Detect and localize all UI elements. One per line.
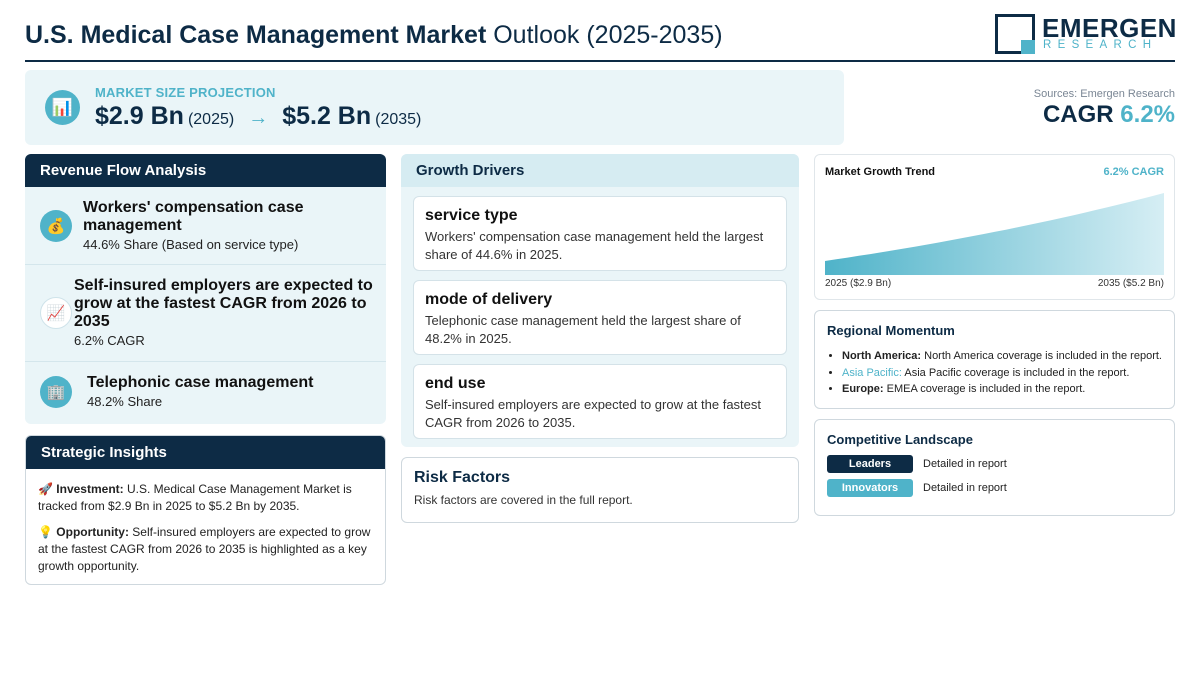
competitive-landscape-card: Competitive Landscape Leaders Detailed i… — [814, 419, 1175, 516]
trend-area-chart — [825, 193, 1164, 275]
revenue-item-sub: 44.6% Share (Based on service type) — [83, 237, 299, 252]
arrow-right-icon: → — [248, 107, 269, 129]
market-growth-trend-card: Market Growth Trend 6.2% CAGR 2025 ($2.9… — [814, 154, 1175, 300]
title-light: Outlook (2025-2035) — [493, 21, 723, 49]
growth-driver-item: end use Self-insured employers are expec… — [413, 364, 787, 439]
region-label: Europe: — [842, 383, 884, 395]
rocket-icon: 🚀 — [38, 482, 53, 496]
regional-momentum-card: Regional Momentum North America: North A… — [814, 310, 1175, 409]
investment-text: U.S. Medical Case Management Market is t… — [38, 482, 352, 513]
title-bold: U.S. Medical Case Management Market — [25, 21, 487, 49]
strategic-insights-card: Strategic Insights 🚀 Investment: U.S. Me… — [25, 435, 386, 585]
market-size-projection: 📊 MARKET SIZE PROJECTION $2.9 Bn (2025) → $… — [25, 70, 844, 145]
investment-label: Investment: — [56, 482, 124, 496]
driver-title: end use — [425, 375, 486, 392]
region-text: Asia Pacific coverage is included in the… — [904, 366, 1130, 379]
region-item: North America: North America coverage is… — [842, 348, 1162, 365]
opportunity-label: Opportunity: — [56, 525, 129, 539]
region-text: North America coverage is included in th… — [924, 350, 1162, 362]
revenue-flow-card: Revenue Flow Analysis 💰 Workers' compens… — [25, 154, 386, 424]
projection-values: $2.9 Bn (2025) → $5.2 Bn (2035) — [95, 102, 421, 131]
investment-insight: 🚀 Investment: U.S. Medical Case Manageme… — [38, 481, 373, 515]
risk-factors-title: Risk Factors — [414, 469, 511, 486]
revenue-item: 📈 Self-insured employers are expected to… — [25, 265, 386, 362]
region-text: EMEA coverage is included in the report. — [886, 383, 1086, 395]
revenue-item: 🏢 Telephonic case management 48.2% Share — [25, 362, 386, 424]
leaders-badge: Leaders — [827, 455, 913, 473]
driver-text: Self-insured employers are expected to g… — [425, 397, 762, 430]
driver-title: mode of delivery — [425, 291, 553, 308]
light-bulb-icon: 💡 — [38, 525, 53, 539]
page-header: U.S. Medical Case Management Market Outl… — [25, 12, 1176, 62]
cagr-value: 6.2% — [1120, 101, 1175, 128]
revenue-item-title: Workers' compensation case management — [83, 199, 304, 234]
regional-momentum-title: Regional Momentum — [827, 323, 955, 338]
revenue-flow-title: Revenue Flow Analysis — [25, 154, 386, 187]
innovators-badge: Innovators — [827, 479, 913, 497]
competitive-landscape-title: Competitive Landscape — [827, 432, 973, 447]
projection-start-year: (2025) — [187, 111, 235, 128]
revenue-item-title: Self-insured employers are expected to g… — [74, 277, 373, 330]
logo-main-text: EMERGEN — [1042, 13, 1177, 43]
trend-start-label: 2025 ($2.9 Bn) — [825, 278, 892, 289]
strategic-insights-title: Strategic Insights — [26, 436, 385, 469]
region-label: Asia Pacific: — [842, 366, 902, 379]
trend-cagr: 6.2% CAGR — [1103, 166, 1164, 178]
strategic-insights-body: 🚀 Investment: U.S. Medical Case Manageme… — [26, 469, 385, 575]
cagr-headline: CAGR 6.2% — [1043, 101, 1175, 129]
competitive-row: Innovators Detailed in report — [827, 479, 1007, 497]
page-title: U.S. Medical Case Management Market Outl… — [25, 21, 723, 50]
logo-sub-text: RESEARCH — [1043, 39, 1158, 51]
growth-driver-item: service type Workers' compensation case … — [413, 196, 787, 271]
revenue-item-sub: 48.2% Share — [87, 394, 163, 409]
trend-area-series — [825, 193, 1164, 275]
logo-mark-icon — [995, 14, 1035, 54]
opportunity-insight: 💡 Opportunity: Self-insured employers ar… — [38, 524, 373, 575]
opportunity-text: Self-insured employers are expected to g… — [38, 525, 371, 573]
revenue-item: 💰 Workers' compensation case management … — [25, 187, 386, 265]
trend-end-label: 2035 ($5.2 Bn) — [1097, 278, 1164, 289]
risk-factors-card: Risk Factors Risk factors are covered in… — [401, 457, 799, 523]
growth-drivers-title: Growth Drivers — [401, 154, 799, 187]
growth-driver-item: mode of delivery Telephonic case managem… — [413, 280, 787, 355]
trend-title: Market Growth Trend — [825, 166, 936, 178]
chart-increasing-icon: 📈 — [40, 297, 72, 329]
sources-note: Sources: Emergen Research — [1033, 88, 1175, 100]
revenue-item-sub: 6.2% CAGR — [74, 333, 145, 348]
office-building-icon: 🏢 — [40, 376, 72, 408]
growth-drivers-card: Growth Drivers service type Workers' com… — [401, 154, 799, 447]
projection-end-year: (2035) — [375, 111, 422, 128]
risk-factors-text: Risk factors are covered in the full rep… — [414, 493, 633, 507]
bar-chart-icon: 📊 — [45, 90, 80, 125]
money-bag-icon: 💰 — [40, 210, 72, 242]
region-item: Europe: EMEA coverage is included in the… — [842, 381, 1162, 398]
driver-title: service type — [425, 207, 518, 224]
projection-start-value: $2.9 Bn — [95, 102, 184, 130]
region-label: North America: — [842, 350, 922, 362]
competitive-row-text: Detailed in report — [923, 482, 1007, 494]
competitive-row-text: Detailed in report — [923, 458, 1007, 470]
revenue-item-title: Telephonic case management — [87, 374, 314, 391]
projection-label: MARKET SIZE PROJECTION — [95, 85, 276, 100]
competitive-row: Leaders Detailed in report — [827, 455, 1007, 473]
region-item: Asia Pacific: Asia Pacific coverage is i… — [842, 365, 1162, 382]
emergen-logo: EMERGEN RESEARCH — [995, 13, 1176, 56]
region-list: North America: North America coverage is… — [827, 348, 1162, 398]
cagr-label: CAGR — [1042, 101, 1114, 128]
driver-text: Workers' compensation case management he… — [425, 229, 764, 262]
projection-end-value: $5.2 Bn — [282, 102, 372, 130]
driver-text: Telephonic case management held the larg… — [425, 313, 741, 346]
